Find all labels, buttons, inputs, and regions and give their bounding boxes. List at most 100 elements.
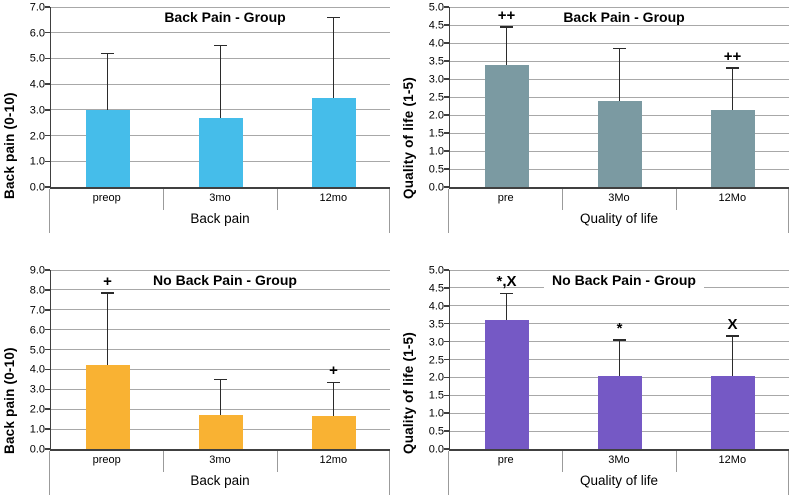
error-bar — [219, 379, 222, 416]
gridline — [450, 42, 789, 44]
error-bar-cap — [101, 52, 114, 55]
y-tick-mark — [44, 83, 50, 85]
y-tick-label: 1.0 — [428, 145, 444, 158]
y-tick-mark — [443, 114, 449, 116]
bar-pre — [484, 64, 529, 187]
chart-title: Back Pain - Group — [459, 9, 789, 27]
y-tick-label: 4.0 — [428, 37, 444, 50]
category-separator — [675, 451, 677, 472]
error-bar-cap — [327, 16, 340, 19]
bar-12mo — [311, 416, 356, 449]
plot-area: + + — [44, 269, 390, 451]
y-tick-label: 0.5 — [428, 425, 444, 438]
y-tick-mark — [443, 287, 449, 289]
y-tick-label: 3.0 — [29, 104, 45, 117]
error-bar-cap — [101, 292, 114, 294]
y-tick-label: 0.0 — [29, 181, 45, 194]
y-tick-mark — [44, 348, 50, 351]
error-bar-cap — [726, 335, 739, 337]
y-tick-labels: 0.0 0.5 1.0 1.5 2.0 2.5 3.0 3.5 4.0 4.5 5.0 — [399, 249, 444, 498]
significance-marker: * — [616, 319, 623, 337]
category-axis-edge-line — [49, 451, 50, 495]
y-tick-label: 2.5 — [428, 91, 444, 104]
y-tick-label: 0.0 — [29, 443, 45, 456]
bar-3mo — [198, 117, 243, 187]
y-tick-mark — [443, 430, 449, 432]
y-tick-label: 6.0 — [29, 324, 45, 337]
y-tick-label: 3.5 — [428, 318, 444, 331]
category-axis: pre 3Mo 12Mo — [448, 451, 789, 495]
bar-12Mo — [710, 375, 755, 449]
y-tick-mark — [44, 289, 50, 291]
chart-panel-back-pain-group-pain: Back pain (0-10) 0.0 1.0 2.0 3.0 4.0 5.0 6.0 7.… — [0, 0, 399, 249]
category-separator — [562, 189, 564, 210]
y-tick-mark — [443, 96, 449, 98]
gridline — [450, 305, 789, 307]
y-tick-labels: 0.0 1.0 2.0 3.0 4.0 5.0 6.0 7.0 — [0, 0, 45, 249]
category-axis-edge-line — [389, 189, 390, 233]
error-bar-cap — [613, 47, 626, 50]
significance-marker: + — [329, 362, 338, 380]
y-tick-mark — [44, 134, 50, 137]
bar-3mo — [198, 415, 243, 449]
y-tick-label: 3.0 — [428, 336, 444, 349]
bar-3Mo — [597, 100, 642, 187]
y-tick-mark — [44, 388, 50, 391]
category-axis-edge-line — [448, 451, 449, 495]
y-tick-label: 3.0 — [428, 73, 444, 86]
error-bar-cap — [327, 381, 340, 384]
significance-marker: *,X — [496, 273, 517, 291]
category-label: 3mo — [209, 454, 231, 466]
y-tick-label: 3.0 — [29, 383, 45, 396]
category-axis-edge-line — [448, 189, 449, 233]
y-tick-mark — [443, 394, 449, 397]
y-tick-label: 0.5 — [428, 163, 444, 176]
y-tick-mark — [44, 309, 50, 311]
bar-12Mo — [710, 109, 755, 187]
error-bar-cap — [500, 292, 513, 295]
y-tick-label: 5.0 — [428, 1, 444, 14]
y-tick-labels: 0.0 1.0 2.0 3.0 4.0 5.0 6.0 7.0 8.0 9.0 — [0, 249, 45, 498]
category-separator — [163, 451, 165, 472]
y-tick-label: 5.0 — [29, 344, 45, 357]
y-tick-mark — [44, 160, 50, 163]
y-tick-mark — [443, 448, 449, 450]
significance-marker: ++ — [723, 48, 742, 66]
gridline — [51, 349, 390, 351]
chart-title: No Back Pain - Group — [459, 272, 789, 290]
error-bar — [731, 68, 734, 110]
y-tick-mark — [443, 358, 449, 361]
bar-3Mo — [597, 375, 642, 449]
error-bar-cap — [214, 378, 227, 381]
significance-marker: ++ — [497, 6, 516, 24]
chart-title: Back Pain - Group — [60, 9, 390, 27]
y-tick-mark — [443, 269, 449, 271]
category-label: preop — [92, 454, 121, 466]
category-axis: preop 3mo 12mo — [49, 189, 390, 233]
error-bar-cap — [214, 44, 227, 47]
x-axis-title: Back pain — [190, 211, 250, 226]
category-label: 3Mo — [608, 192, 630, 204]
y-tick-mark — [443, 150, 449, 152]
error-bar-cap — [726, 67, 739, 69]
y-tick-label: 1.0 — [428, 407, 444, 420]
y-tick-label: 4.5 — [428, 282, 444, 295]
error-bar — [618, 339, 621, 376]
y-tick-mark — [443, 78, 449, 80]
gridline — [51, 329, 390, 331]
gridline — [51, 6, 390, 8]
error-bar — [332, 17, 335, 99]
y-tick-mark — [44, 269, 50, 271]
category-axis-edge-line — [49, 189, 50, 233]
y-tick-label: 1.0 — [29, 155, 45, 168]
y-tick-label: 4.0 — [428, 300, 444, 313]
significance-marker: + — [103, 272, 112, 290]
y-tick-mark — [443, 168, 449, 170]
y-tick-mark — [443, 132, 449, 134]
y-tick-mark — [44, 408, 50, 410]
chart-title-text: Back Pain - Group — [156, 9, 294, 25]
y-tick-label: 2.5 — [428, 354, 444, 366]
category-axis: preop 3mo 12mo — [49, 451, 390, 495]
y-tick-label: 7.0 — [29, 304, 45, 317]
y-tick-mark — [443, 42, 449, 44]
